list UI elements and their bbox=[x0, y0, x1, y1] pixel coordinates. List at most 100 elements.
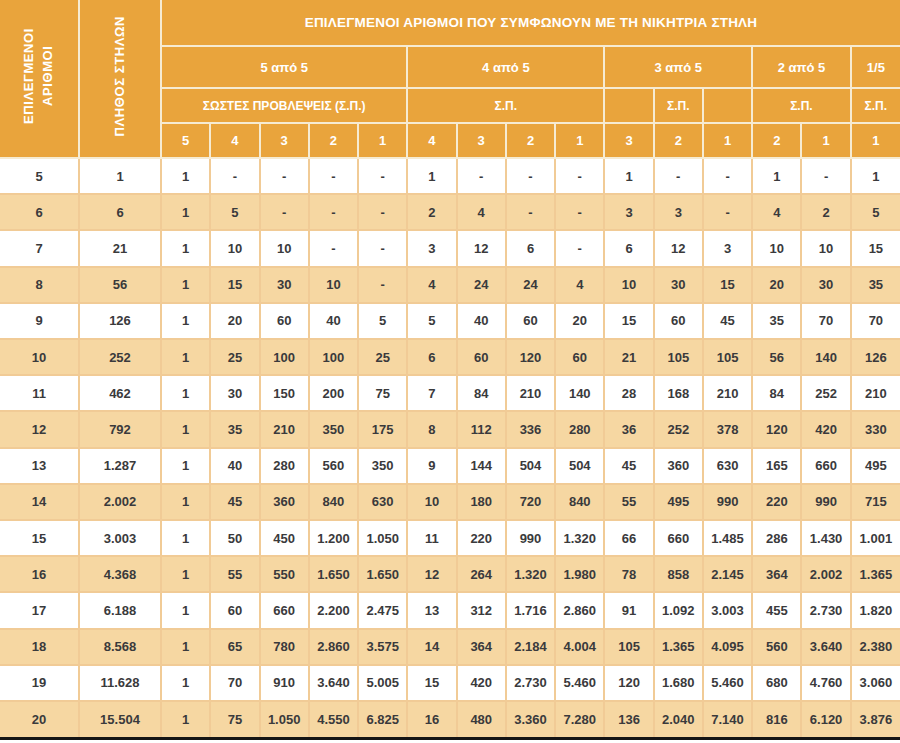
value-cell: 364 bbox=[752, 556, 801, 592]
value-cell: 30 bbox=[654, 267, 703, 303]
column-total-cell: 126 bbox=[79, 303, 161, 339]
sp-header: Σ.Π. bbox=[752, 88, 851, 123]
value-cell: 378 bbox=[703, 411, 752, 447]
sp-header: ΣΩΣΤΕΣ ΠΡΟΒΛΕΨΕΙΣ (Σ.Π.) bbox=[161, 88, 407, 123]
value-cell: 1 bbox=[161, 375, 210, 411]
value-cell: 140 bbox=[555, 375, 604, 411]
value-cell: 4.095 bbox=[703, 629, 752, 665]
value-cell: 10 bbox=[260, 230, 309, 266]
value-cell: 50 bbox=[210, 520, 259, 556]
title-row: ΕΠΙΛΕΓΜΕΝΟΙ ΑΡΙΘΜΟΙ ΠΛΗΘΟΣ ΣΤΗΛΩΝ ΕΠΙΛΕΓ… bbox=[0, 0, 900, 46]
correct-count-header: 3 bbox=[260, 123, 309, 158]
selected-numbers-header-cell: ΕΠΙΛΕΓΜΕΝΟΙ ΑΡΙΘΜΟΙ bbox=[0, 0, 79, 158]
value-cell: 1 bbox=[161, 194, 210, 230]
value-cell: 480 bbox=[457, 701, 506, 738]
value-cell: 25 bbox=[358, 339, 407, 375]
column-total-cell: 3.003 bbox=[79, 520, 161, 556]
correct-count-header: 4 bbox=[407, 123, 456, 158]
correct-count-header: 1 bbox=[851, 123, 900, 158]
value-cell: 25 bbox=[210, 339, 259, 375]
selected-count-cell: 8 bbox=[0, 267, 79, 303]
value-cell: 1.320 bbox=[555, 520, 604, 556]
value-cell: 2.040 bbox=[654, 701, 703, 738]
value-cell: 24 bbox=[457, 267, 506, 303]
value-cell: 70 bbox=[801, 303, 850, 339]
column-total-cell: 8.568 bbox=[79, 629, 161, 665]
column-total-cell: 15.504 bbox=[79, 701, 161, 738]
value-cell: 1.050 bbox=[260, 701, 309, 738]
selected-count-cell: 7 bbox=[0, 230, 79, 266]
selected-count-cell: 10 bbox=[0, 339, 79, 375]
value-cell: 364 bbox=[457, 629, 506, 665]
value-cell: 1.650 bbox=[309, 556, 358, 592]
value-cell: 15 bbox=[703, 267, 752, 303]
value-cell: 20 bbox=[752, 267, 801, 303]
value-cell: 7.280 bbox=[555, 701, 604, 738]
value-cell: 350 bbox=[358, 448, 407, 484]
correct-count-header: 5 bbox=[161, 123, 210, 158]
value-cell: 660 bbox=[801, 448, 850, 484]
value-cell: 55 bbox=[604, 484, 653, 520]
value-cell: 112 bbox=[457, 411, 506, 447]
value-cell: 28 bbox=[604, 375, 653, 411]
correct-count-header: 4 bbox=[210, 123, 259, 158]
value-cell: 1 bbox=[851, 158, 900, 194]
value-cell: 660 bbox=[260, 592, 309, 628]
value-cell: 3 bbox=[703, 230, 752, 266]
value-cell: 75 bbox=[358, 375, 407, 411]
value-cell: 35 bbox=[851, 267, 900, 303]
value-cell: 36 bbox=[604, 411, 653, 447]
value-cell: 60 bbox=[210, 592, 259, 628]
value-cell: 1.320 bbox=[506, 556, 555, 592]
table-row: 1279213521035017581123362803625237812042… bbox=[0, 411, 900, 447]
selected-count-cell: 13 bbox=[0, 448, 79, 484]
table-row: 176.1881606602.2002.475133121.7162.86091… bbox=[0, 592, 900, 628]
value-cell: 150 bbox=[260, 375, 309, 411]
value-cell: 55 bbox=[210, 556, 259, 592]
column-total-cell: 462 bbox=[79, 375, 161, 411]
value-cell: 10 bbox=[210, 230, 259, 266]
value-cell: 4.760 bbox=[801, 665, 850, 701]
value-cell: 5.460 bbox=[703, 665, 752, 701]
value-cell: 13 bbox=[407, 592, 456, 628]
value-cell: 220 bbox=[457, 520, 506, 556]
value-cell: 1.430 bbox=[801, 520, 850, 556]
value-cell: 1 bbox=[161, 484, 210, 520]
table-body: 511----1---1--1-16615---24--33-425721110… bbox=[0, 158, 900, 739]
value-cell: 630 bbox=[703, 448, 752, 484]
correct-count-header: 1 bbox=[555, 123, 604, 158]
value-cell: 45 bbox=[703, 303, 752, 339]
table-row: 8561153010-424244103015203035 bbox=[0, 267, 900, 303]
selected-count-cell: 15 bbox=[0, 520, 79, 556]
value-cell: - bbox=[260, 194, 309, 230]
table-header: ΕΠΙΛΕΓΜΕΝΟΙ ΑΡΙΘΜΟΙ ΠΛΗΘΟΣ ΣΤΗΛΩΝ ΕΠΙΛΕΓ… bbox=[0, 0, 900, 158]
value-cell: 560 bbox=[752, 629, 801, 665]
table-row: 153.0031504501.2001.050112209901.3206666… bbox=[0, 520, 900, 556]
value-cell: 990 bbox=[801, 484, 850, 520]
value-cell: 1 bbox=[161, 520, 210, 556]
selected-count-cell: 19 bbox=[0, 665, 79, 701]
value-cell: 144 bbox=[457, 448, 506, 484]
selected-count-cell: 5 bbox=[0, 158, 79, 194]
table-row: 142.002145360840630101807208405549599022… bbox=[0, 484, 900, 520]
correct-count-header: 2 bbox=[752, 123, 801, 158]
value-cell: 4.004 bbox=[555, 629, 604, 665]
value-cell: 1.650 bbox=[358, 556, 407, 592]
value-cell: 210 bbox=[703, 375, 752, 411]
value-cell: 1.092 bbox=[654, 592, 703, 628]
selected-count-cell: 17 bbox=[0, 592, 79, 628]
value-cell: 420 bbox=[457, 665, 506, 701]
value-cell: 10 bbox=[752, 230, 801, 266]
value-cell: 252 bbox=[654, 411, 703, 447]
value-cell: 91 bbox=[604, 592, 653, 628]
value-cell: - bbox=[358, 158, 407, 194]
value-cell: 3 bbox=[654, 194, 703, 230]
selected-count-cell: 14 bbox=[0, 484, 79, 520]
value-cell: 40 bbox=[210, 448, 259, 484]
table-row: 1025212510010025660120602110510556140126 bbox=[0, 339, 900, 375]
value-cell: 12 bbox=[654, 230, 703, 266]
value-cell: 14 bbox=[407, 629, 456, 665]
column-total-cell: 792 bbox=[79, 411, 161, 447]
column-total-cell: 6.188 bbox=[79, 592, 161, 628]
value-cell: 56 bbox=[752, 339, 801, 375]
